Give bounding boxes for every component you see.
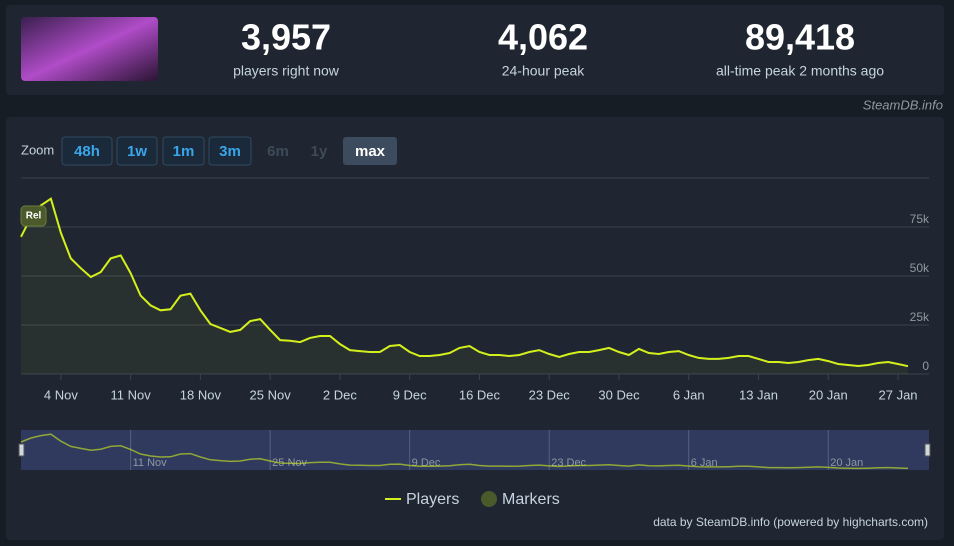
source-label: SteamDB.info	[863, 97, 943, 112]
navigator-label: 20 Jan	[830, 457, 863, 469]
zoom-button-label[interactable]: 1w	[127, 143, 147, 160]
area-fill	[21, 198, 908, 374]
zoom-button[interactable]	[162, 136, 205, 166]
zoom-button[interactable]	[343, 137, 397, 165]
x-tick-label: 25 Nov	[250, 387, 292, 402]
zoom-button[interactable]	[208, 136, 252, 166]
x-tick-label: 30 Dec	[598, 387, 640, 402]
legend-label[interactable]: Markers	[502, 491, 560, 508]
zoom-button[interactable]	[116, 136, 158, 166]
x-tick-label: 16 Dec	[459, 387, 501, 402]
flag-label: Rel	[26, 211, 42, 222]
zoom-button-label[interactable]: max	[355, 143, 386, 160]
stats-panel	[6, 5, 944, 95]
y-tick-label: 0	[922, 359, 929, 373]
zoom-button-label[interactable]: 1m	[173, 143, 195, 160]
stat-value: 4,062	[498, 17, 588, 58]
zoom-button-label[interactable]: 3m	[219, 143, 241, 160]
x-tick-label: 13 Jan	[739, 387, 778, 402]
x-tick-label: 27 Jan	[879, 387, 918, 402]
x-tick-label: 9 Dec	[393, 387, 427, 402]
zoom-button-label: 6m	[267, 143, 289, 160]
stat-label: 24-hour peak	[502, 63, 586, 79]
navigator[interactable]	[21, 430, 929, 470]
flag[interactable]	[20, 205, 47, 227]
stat-label: all-time peak 2 months ago	[716, 63, 884, 79]
navigator-label: 23 Dec	[551, 457, 586, 469]
x-tick-label: 6 Jan	[673, 387, 705, 402]
x-tick-label: 2 Dec	[323, 387, 357, 402]
series-line	[20, 197, 909, 368]
x-tick-label: 23 Dec	[529, 387, 571, 402]
navigator-label: 9 Dec	[412, 457, 441, 469]
y-tick-label: 75k	[910, 212, 930, 226]
x-tick-label: 11 Nov	[111, 387, 152, 402]
legend-marker	[481, 491, 497, 507]
x-tick-label: 18 Nov	[180, 387, 222, 402]
y-tick-label: 25k	[910, 310, 930, 324]
legend-label[interactable]: Players	[406, 491, 459, 508]
zoom-button-label: 1y	[311, 143, 328, 160]
navigator-line	[20, 433, 909, 470]
navigator-handle[interactable]	[18, 443, 25, 457]
game-thumbnail[interactable]	[21, 17, 158, 81]
navigator-label: 11 Nov	[133, 457, 168, 469]
zoom-button-label[interactable]: 48h	[74, 143, 100, 160]
zoom-button[interactable]	[61, 136, 113, 166]
credit: data by SteamDB.info (powered by highcha…	[653, 515, 928, 529]
y-tick-label: 50k	[910, 261, 930, 275]
stat-label: players right now	[233, 63, 340, 79]
x-tick-label: 20 Jan	[809, 387, 848, 402]
zoom-label: Zoom	[21, 142, 54, 157]
stat-value: 89,418	[745, 17, 855, 58]
x-tick-label: 4 Nov	[44, 387, 78, 402]
navigator-handle[interactable]	[924, 443, 931, 457]
stat-value: 3,957	[241, 17, 331, 58]
